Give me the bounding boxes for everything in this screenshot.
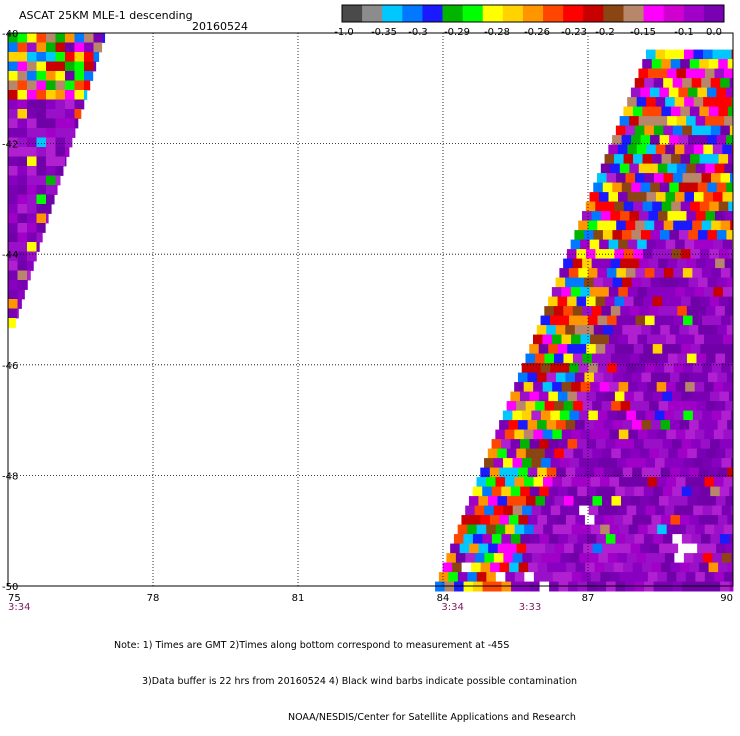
x-tick-label: 75 [8, 593, 21, 604]
y-tick-label: -50 [2, 582, 18, 593]
colorbar-swatch [342, 5, 363, 22]
colorbar-swatch [703, 5, 725, 22]
colorbar-swatch [362, 5, 383, 22]
footnote-line-2: 3)Data buffer is 22 hrs from 20160524 4)… [142, 676, 578, 687]
data-cells [8, 33, 734, 592]
x-tick-label: 87 [582, 593, 595, 604]
map-title: ASCAT 25KM MLE-1 descending [19, 9, 193, 22]
colorbar-swatch [402, 5, 423, 22]
footnote: Note: 1) Times are GMT 2)Times along bot… [114, 616, 577, 736]
x-tick-label: 81 [292, 593, 305, 604]
y-tick-label: -46 [2, 361, 18, 372]
colorbar-swatch [422, 5, 444, 22]
colorbar-swatch [603, 5, 624, 22]
map-date: 20160524 [192, 20, 248, 33]
time-label: 3:34 [8, 602, 30, 610]
time-label: 3:33 [519, 602, 541, 610]
footnote-line-3: NOAA/NESDIS/Center for Satellite Applica… [288, 712, 576, 723]
x-tick-label: 84 [437, 593, 450, 604]
colorbar-swatch [623, 5, 645, 22]
colorbar-swatch [583, 5, 604, 22]
colorbar-swatch [482, 5, 504, 22]
colorbar-swatch [442, 5, 464, 22]
colorbar-swatch [663, 5, 685, 22]
colorbar-swatch [502, 5, 524, 22]
y-tick-label: -48 [2, 471, 18, 482]
y-tick-label: -40 [2, 29, 18, 40]
time-label: 3:34 [441, 602, 463, 610]
y-tick-label: -44 [2, 250, 18, 261]
colorbar-swatch [382, 5, 403, 22]
colorbar-swatch [543, 5, 564, 22]
x-tick-label: 78 [147, 593, 160, 604]
y-tick-label: -42 [2, 140, 18, 151]
wind-map: 75 78 81 84 87 90 -40 -42 -44 -46 -48 -50 3:34 3:34 3:… [2, 29, 734, 610]
footnote-line-1: Note: 1) Times are GMT 2)Times along bot… [114, 640, 510, 651]
colorbar-swatch [462, 5, 484, 22]
colorbar-swatch [563, 5, 584, 22]
x-tick-label: 90 [720, 593, 733, 604]
map-frame [7, 32, 734, 587]
colorbar-swatch [522, 5, 544, 22]
colorbar-swatch [683, 5, 705, 22]
colorbar-swatch [643, 5, 665, 22]
